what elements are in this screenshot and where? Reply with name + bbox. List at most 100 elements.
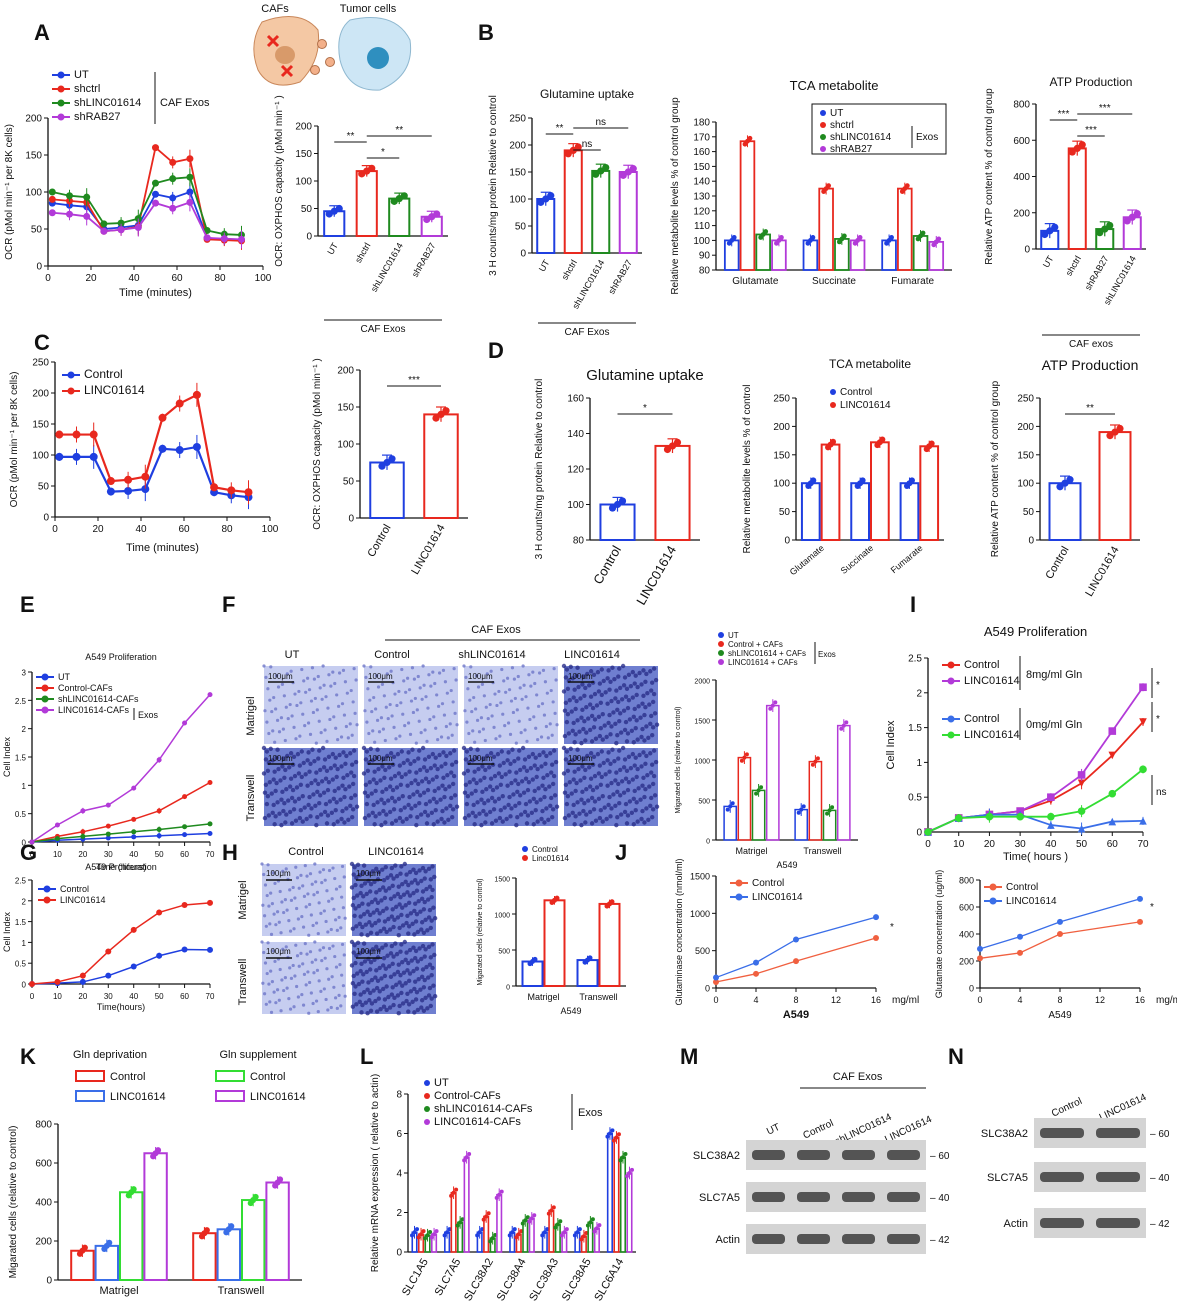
- data-point: [520, 1221, 525, 1226]
- cell-dot: [561, 663, 567, 669]
- cell-dot: [273, 959, 277, 964]
- cell-dot: [631, 714, 636, 720]
- data-point: [924, 828, 932, 836]
- cell-dot: [434, 774, 439, 780]
- cell-dot: [526, 779, 532, 785]
- cell-dot: [525, 813, 531, 818]
- legend-label: UT: [74, 69, 89, 81]
- cell-dot: [617, 719, 622, 724]
- data-point: [1096, 229, 1104, 237]
- cell-dot: [319, 779, 325, 784]
- data-point: [29, 981, 35, 987]
- cell-dot: [400, 960, 405, 965]
- cell-dot: [294, 943, 298, 947]
- x-tick-label: 70: [206, 850, 215, 859]
- cell-dot: [386, 716, 390, 721]
- data-point: [859, 477, 866, 484]
- cell-dot: [575, 747, 580, 752]
- cell-dot: [338, 797, 343, 802]
- cell-dot: [548, 803, 553, 809]
- cell-dot: [628, 765, 634, 771]
- cell-dot: [433, 681, 437, 686]
- category-label: shRAB27: [606, 258, 634, 296]
- data-point: [618, 497, 627, 505]
- data-point: [1077, 779, 1086, 788]
- x-axis-label: A549: [783, 1009, 809, 1021]
- cell-dot: [537, 671, 542, 675]
- cell-dot: [343, 994, 347, 998]
- cell-dot: [351, 700, 355, 704]
- cell-dot: [418, 987, 423, 992]
- group-label: CAF Exos: [360, 324, 405, 335]
- cell-dot: [364, 749, 370, 754]
- cell-dot: [624, 686, 630, 691]
- y-tick-label: 160: [693, 147, 710, 158]
- cell-dot: [568, 746, 573, 752]
- cell-dot: [342, 794, 347, 800]
- cell-dot: [285, 753, 290, 759]
- cell-dot: [363, 757, 369, 762]
- y-tick-label: 0: [506, 985, 510, 992]
- data-point: [105, 948, 112, 955]
- y-tick-label: 200: [509, 141, 526, 152]
- blot-kda-label: – 42: [930, 1235, 950, 1246]
- cell-dot: [332, 715, 336, 719]
- y-tick-label: 0: [306, 232, 312, 243]
- cell-dot: [323, 801, 329, 807]
- cell-dot: [388, 974, 394, 979]
- cell-dot: [516, 781, 521, 787]
- y-tick-label: 0: [706, 839, 710, 846]
- cell-dot: [544, 806, 549, 811]
- cell-dot: [587, 727, 593, 733]
- cell-dot: [539, 816, 544, 822]
- legend-group-label: 0mg/ml Gln: [1026, 719, 1082, 731]
- cell-dot: [426, 975, 431, 980]
- cell-dot: [439, 764, 444, 769]
- cell-dot: [632, 763, 637, 768]
- blot-band: [1040, 1128, 1084, 1138]
- scale-label: 100μm: [266, 869, 291, 878]
- data-point: [985, 812, 994, 821]
- cell-dot: [581, 726, 586, 732]
- cell-dot: [367, 998, 372, 1003]
- cell-dot: [635, 684, 640, 690]
- legend-label: Control: [964, 659, 999, 671]
- cell-dot: [643, 679, 648, 684]
- data-point: [156, 952, 163, 959]
- cell-dot: [341, 906, 346, 910]
- bar: [737, 756, 752, 841]
- cell-dot: [363, 709, 367, 713]
- cell-dot: [415, 789, 420, 795]
- cell-dot: [641, 668, 646, 673]
- series-line-LINC01614: [715, 916, 877, 979]
- x-tick-label: 12: [831, 995, 841, 1005]
- cell-dot: [272, 822, 277, 827]
- cell-dot: [623, 776, 629, 781]
- cell-dot: [596, 796, 602, 802]
- cell-dot: [344, 724, 348, 729]
- cell-dot: [605, 758, 610, 763]
- data-point: [516, 1232, 521, 1237]
- cell-dot: [367, 779, 373, 785]
- cell-dot: [271, 802, 276, 808]
- cell-dot: [357, 951, 362, 956]
- cell-dot: [286, 798, 291, 803]
- data-point: [825, 811, 830, 816]
- y-tick-label: 50: [301, 204, 313, 215]
- x-tick-label: 20: [984, 839, 996, 850]
- y-tick-label: 1500: [690, 872, 710, 882]
- cell-dot: [501, 712, 505, 716]
- cell-dot: [335, 693, 339, 697]
- cell-dot: [272, 912, 276, 916]
- cell-dot: [327, 799, 333, 804]
- panel-letter: A: [34, 20, 50, 45]
- cell-dot: [428, 1003, 434, 1009]
- x-axis-label: Time (hours): [96, 862, 147, 872]
- cell-dot: [397, 980, 402, 985]
- data-point: [529, 1216, 534, 1221]
- cell-dot: [625, 705, 631, 711]
- cell-dot: [275, 718, 280, 722]
- cell-dot: [274, 755, 279, 760]
- cell-dot: [279, 1009, 283, 1013]
